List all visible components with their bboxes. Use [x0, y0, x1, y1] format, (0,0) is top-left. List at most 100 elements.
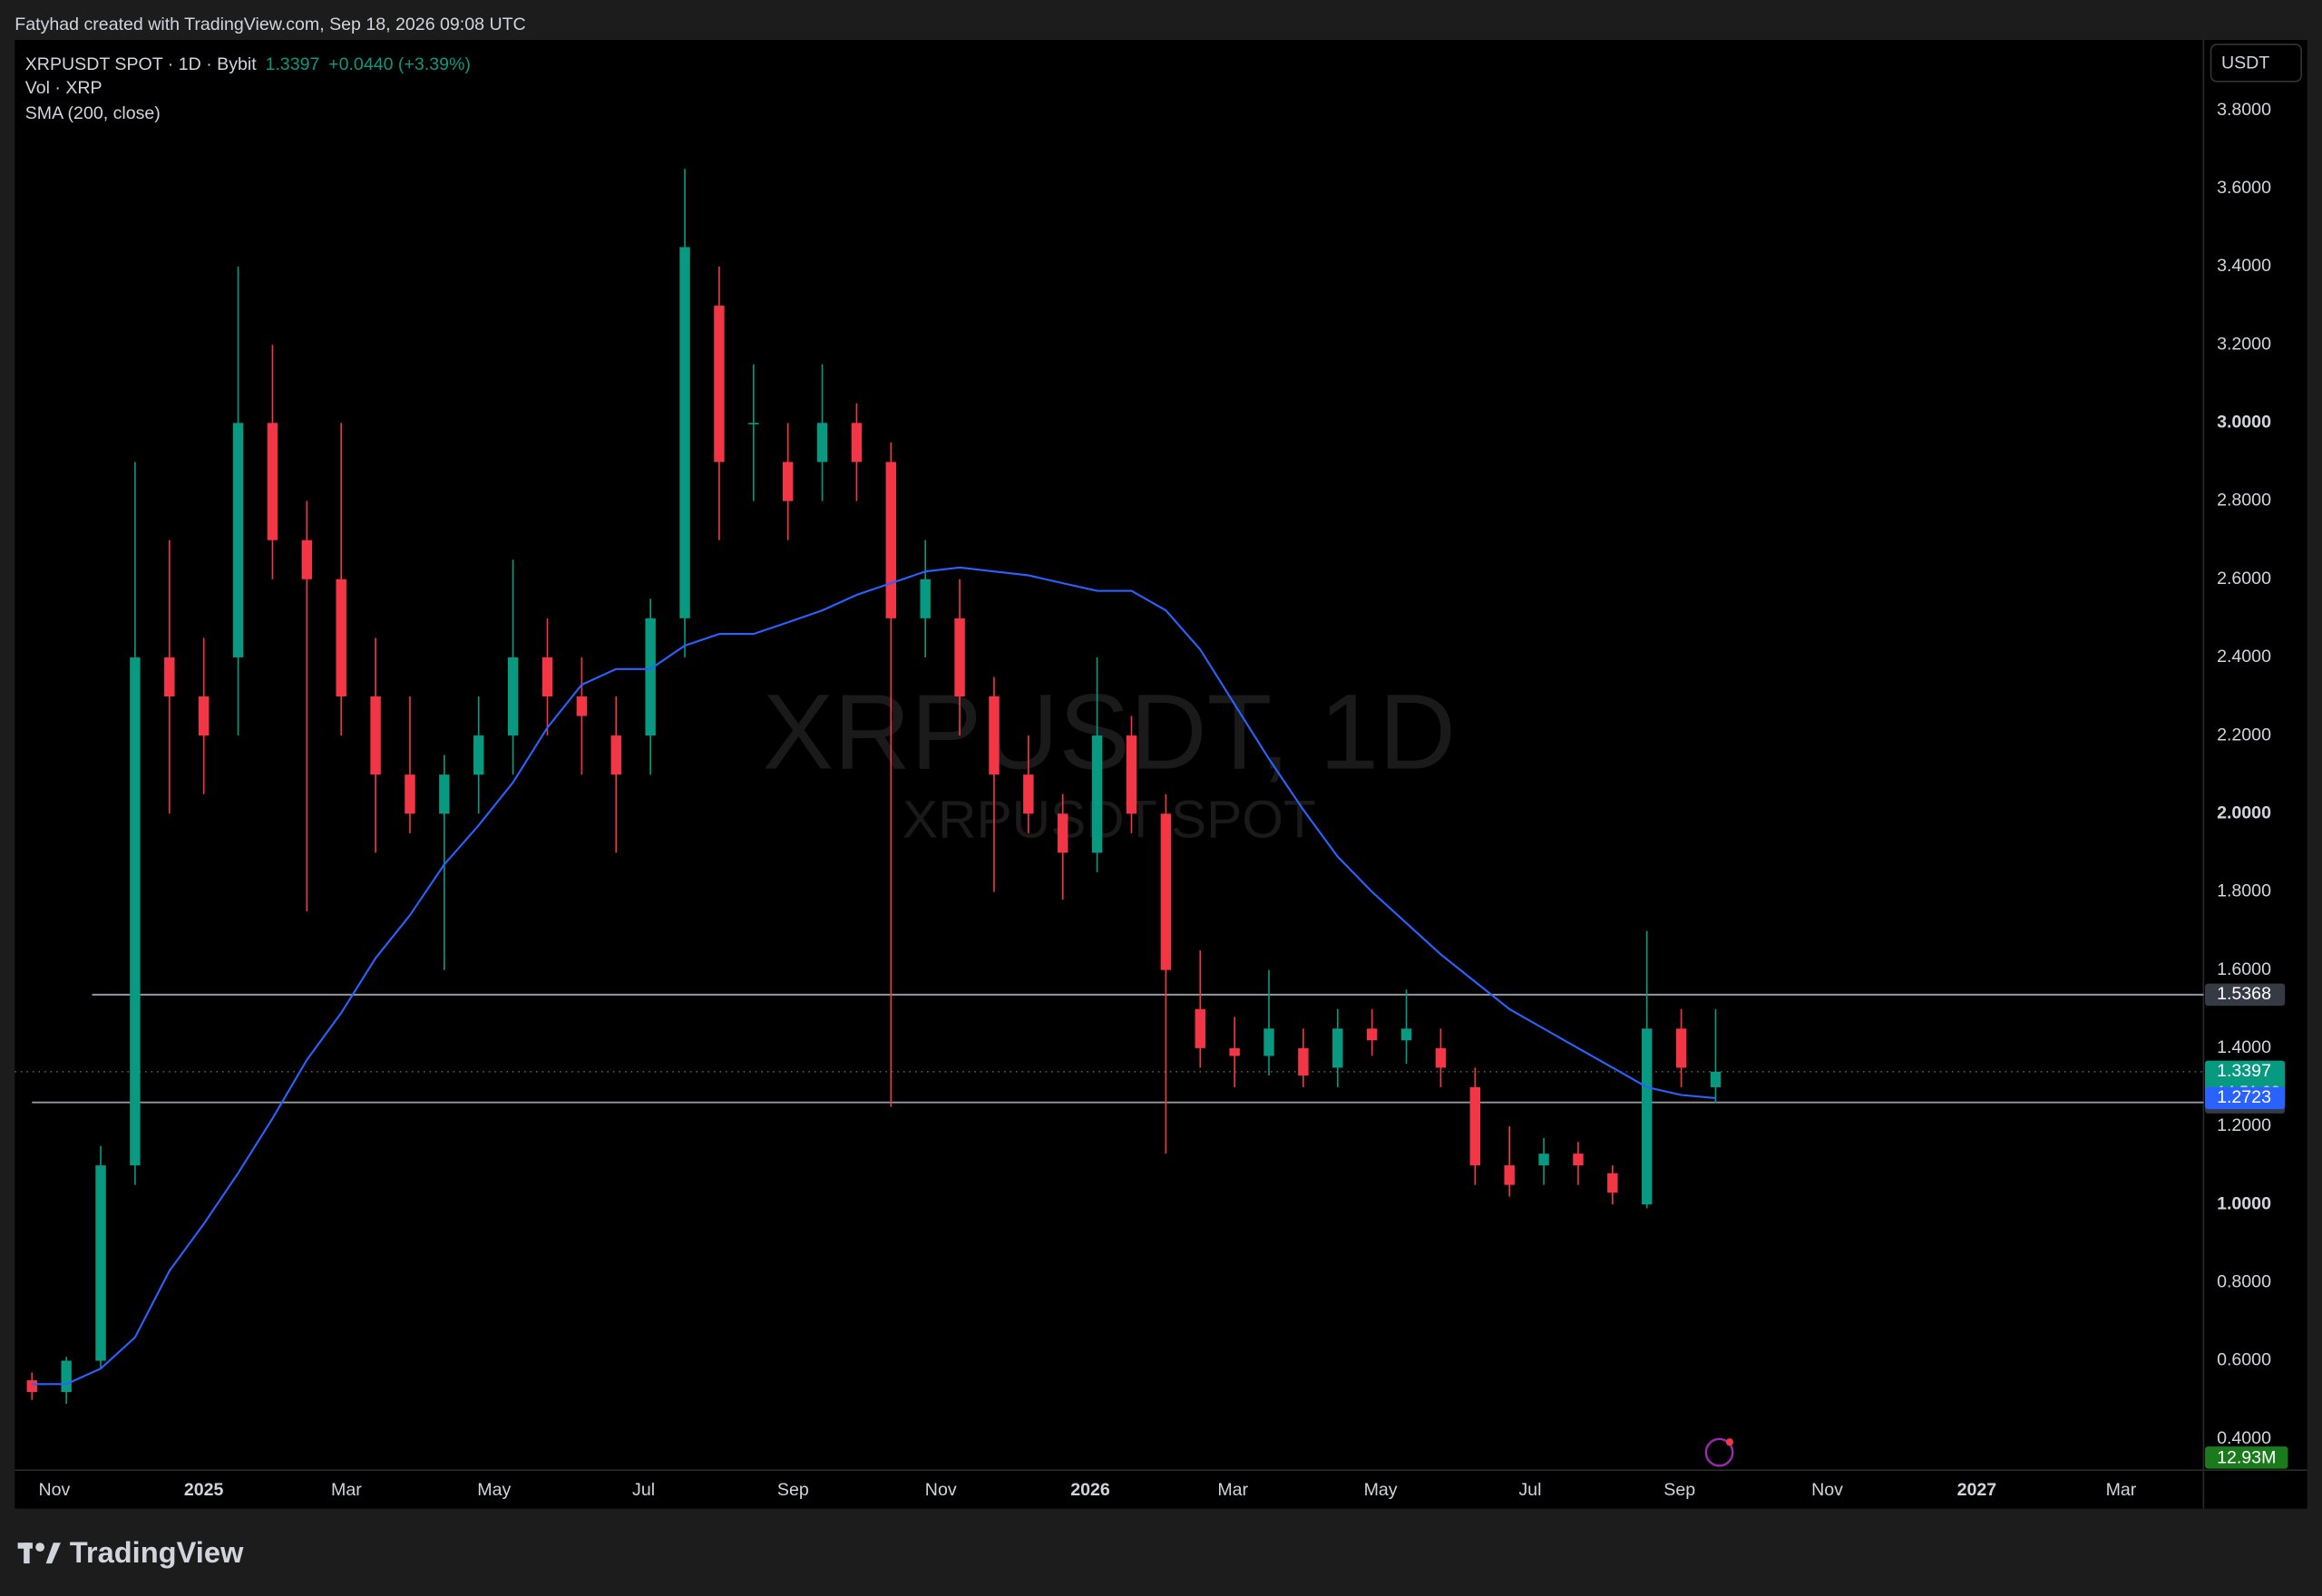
candle-body — [130, 657, 141, 1166]
candle-body — [1366, 1028, 1378, 1041]
candle-body — [61, 1360, 72, 1393]
candle-body — [1332, 1028, 1343, 1068]
brand: TradingView — [70, 1535, 244, 1569]
candle-body — [1469, 1086, 1481, 1166]
y-tick-label: 2.2000 — [2217, 725, 2271, 744]
candle-body — [1675, 1028, 1687, 1068]
candle-body — [336, 579, 346, 697]
candle-body — [1504, 1165, 1515, 1185]
candle-body — [1538, 1153, 1549, 1166]
hline-label: 1.5368 — [2217, 984, 2271, 1004]
candle-body — [714, 306, 725, 462]
y-tick-label: 2.8000 — [2217, 491, 2271, 511]
candle-body — [1435, 1047, 1447, 1068]
candle-body — [370, 696, 381, 775]
candle-body — [1058, 813, 1068, 853]
candle-body — [1607, 1173, 1618, 1193]
symbol-title: XRPUSDT SPOT · 1D · Bybit — [25, 54, 257, 74]
candle-body — [301, 540, 313, 579]
y-tick-label: 1.6000 — [2217, 959, 2271, 979]
candle-body — [610, 735, 621, 775]
candle-body — [1710, 1071, 1722, 1087]
x-tick-label: Jul — [632, 1480, 655, 1500]
sma-label-bg — [2205, 1086, 2286, 1110]
candle-body — [748, 423, 759, 425]
candle-body — [198, 696, 210, 736]
y-tick-label: 0.6000 — [2217, 1350, 2271, 1370]
candle-body — [232, 423, 244, 657]
price-label: 1.3397 — [2217, 1061, 2271, 1081]
y-tick-label: 1.8000 — [2217, 881, 2271, 901]
hline-label-bg — [2205, 983, 2286, 1007]
y-tick-label: 3.6000 — [2217, 178, 2271, 198]
watermark: XRPUSDT, 1D — [763, 672, 1456, 791]
candle-body — [95, 1165, 106, 1361]
candle-body — [1023, 774, 1034, 814]
alert-dot — [1725, 1438, 1734, 1446]
volume-legend: Vol · XRP — [25, 78, 102, 98]
y-tick-label: 3.2000 — [2217, 334, 2271, 354]
x-tick-label: 2025 — [184, 1480, 224, 1500]
logo-shape — [24, 1542, 30, 1564]
candle-body — [679, 247, 690, 618]
alert-icon[interactable] — [1704, 1437, 1734, 1467]
legend-line: XRPUSDT SPOT · 1D · Bybit 1.3397 +0.0440 (… — [25, 54, 471, 74]
candle-body — [1091, 735, 1103, 853]
sma-line — [32, 566, 1716, 1386]
logo-shape — [45, 1542, 61, 1564]
x-tick-label: Nov — [1811, 1480, 1843, 1500]
candle-body — [1126, 735, 1137, 814]
sma-legend: SMA (200, close) — [25, 103, 161, 123]
candle-body — [1573, 1153, 1584, 1166]
candle-body — [851, 423, 863, 462]
candle-body — [782, 462, 794, 501]
candle-body — [267, 423, 278, 540]
x-tick-label: Mar — [2106, 1480, 2137, 1500]
candle-body — [1641, 1028, 1653, 1205]
logo — [17, 1542, 61, 1564]
candle-body — [1195, 1008, 1205, 1048]
candle-body — [1229, 1047, 1240, 1056]
candle-body — [1263, 1028, 1274, 1056]
candle-body — [954, 618, 965, 697]
y-tick-label: 1.2000 — [2217, 1115, 2271, 1135]
y-tick-label: 2.0000 — [2217, 803, 2271, 822]
x-tick-label: Sep — [1663, 1480, 1695, 1500]
y-tick-label: 0.8000 — [2217, 1272, 2271, 1292]
candle-body — [405, 774, 415, 814]
candle-body — [473, 735, 484, 775]
candle-body — [507, 657, 519, 736]
x-tick-label: Sep — [777, 1480, 809, 1500]
x-tick-label: Mar — [1217, 1480, 1248, 1500]
x-tick-label: Nov — [38, 1480, 70, 1500]
x-tick-label: Jul — [1518, 1480, 1541, 1500]
last-price: 1.3397 — [265, 54, 319, 74]
candle-body — [920, 579, 931, 618]
candle-body — [1400, 1028, 1412, 1041]
candle-body — [164, 657, 175, 697]
y-tick-label: 3.4000 — [2217, 256, 2271, 276]
x-tick-label: Nov — [925, 1480, 957, 1500]
volume-label-bg — [2205, 1446, 2288, 1469]
logo-shape — [35, 1542, 44, 1552]
y-tick-label: 1.0000 — [2217, 1193, 2271, 1213]
candle-body — [26, 1380, 37, 1393]
currency[interactable]: USDT — [2221, 53, 2269, 73]
candle-body — [1298, 1047, 1309, 1076]
x-tick-label: 2026 — [1070, 1480, 1110, 1500]
candle-body — [885, 462, 897, 618]
candle-body — [541, 657, 553, 697]
volume-label: 12.93M — [2217, 1447, 2276, 1467]
y-tick-label: 1.4000 — [2217, 1037, 2271, 1057]
watermark-sub: XRPUSDT SPOT — [902, 790, 1316, 849]
y-tick-label: 3.0000 — [2217, 413, 2271, 433]
y-tick-label: 2.4000 — [2217, 647, 2271, 667]
change: +0.0440 (+3.39%) — [328, 54, 471, 74]
credit: Fatyhad created with TradingView.com, Se… — [15, 15, 525, 34]
currency-button[interactable] — [2210, 44, 2302, 83]
x-tick-label: May — [477, 1480, 511, 1500]
price-axis — [2203, 40, 2307, 1509]
x-tick-label: May — [1364, 1480, 1398, 1500]
candle-body — [439, 774, 450, 814]
